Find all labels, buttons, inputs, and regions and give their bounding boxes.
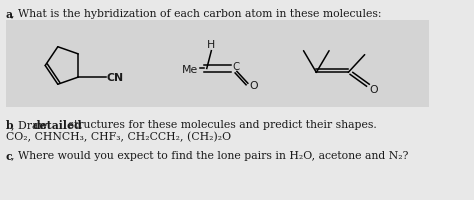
Text: structures for these molecules and predict their shapes.: structures for these molecules and predi… [65,120,377,130]
Text: , Draw: , Draw [11,120,52,130]
Text: c: c [6,151,13,162]
Text: detailed: detailed [32,120,82,131]
Text: Me: Me [182,65,198,75]
FancyBboxPatch shape [6,20,429,107]
Text: O: O [369,85,378,95]
Text: b: b [6,120,13,131]
Text: H: H [207,40,216,50]
Text: , Where would you expect to find the lone pairs in H₂O, acetone and N₂?: , Where would you expect to find the lon… [11,151,409,161]
Text: C: C [232,62,239,72]
Text: a: a [6,9,13,20]
Text: , What is the hybridization of each carbon atom in these molecules:: , What is the hybridization of each carb… [11,9,382,19]
Text: CO₂, CHNCH₃, CHF₃, CH₂CCH₂, (CH₂)₂O: CO₂, CHNCH₃, CHF₃, CH₂CCH₂, (CH₂)₂O [6,132,231,142]
Text: O: O [250,81,258,91]
Text: CN: CN [107,73,124,83]
